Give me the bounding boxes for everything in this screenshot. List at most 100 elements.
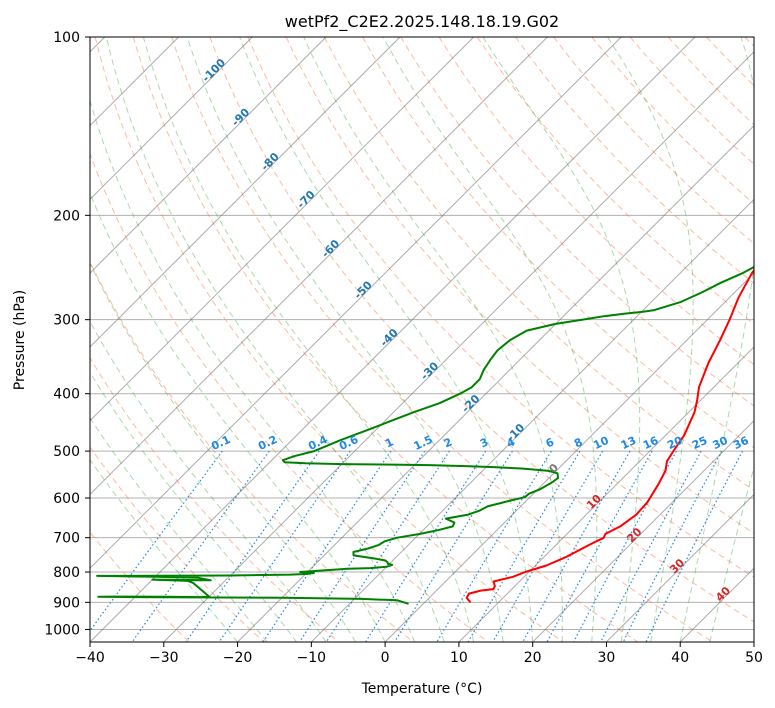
- moist-adiabat-line: [709, 465, 754, 642]
- dry-adiabat-line: [94, 37, 564, 642]
- dry-adiabat-line: [438, 37, 754, 366]
- mixing-ratio-line: [467, 450, 581, 642]
- moist-adiabat-line: [90, 371, 297, 642]
- mixing-ratio-line: [218, 450, 351, 642]
- mixing-ratio-line: [365, 450, 487, 642]
- plot-frame: [89, 36, 755, 643]
- dry-adiabat-label: 10: [584, 492, 604, 512]
- x-axis-ticks: −40 −30 −20 −10 0 10 20 30 40 50: [75, 642, 763, 666]
- isotherms: [90, 37, 754, 642]
- mixing-ratio-label: 16: [641, 434, 661, 452]
- dry-adiabat-line: [629, 37, 754, 165]
- x-axis-label: Temperature (°C): [361, 681, 483, 697]
- mixing-ratio-line: [185, 450, 320, 642]
- isotherm-line: [237, 124, 754, 642]
- mixing-ratio-label: 6: [544, 435, 557, 450]
- isotherm-line: [679, 567, 754, 642]
- isotherm-line: [532, 419, 754, 642]
- mixing-ratio-line: [546, 450, 653, 642]
- y-tick-label: 100: [53, 30, 80, 46]
- moist-adiabat-line: [679, 37, 754, 642]
- moist-adiabat-line: [90, 191, 386, 642]
- isotherm-line: [90, 37, 548, 496]
- moist-adiabat-line: [90, 416, 268, 642]
- x-tick-label: 40: [671, 650, 689, 666]
- pressure-grid: [90, 37, 754, 630]
- x-tick-label: 20: [524, 650, 542, 666]
- mixing-ratio-line: [394, 450, 513, 642]
- mixing-ratio-label: 1: [383, 435, 395, 450]
- dry-adiabat-line: [515, 37, 754, 285]
- moist-adiabat-line: [90, 320, 327, 642]
- chart-title: wetPf2_C2E2.2025.148.18.19.G02: [285, 12, 559, 32]
- mixing-ratio-label: 30: [711, 434, 731, 452]
- x-tick-label: 0: [381, 650, 390, 666]
- x-tick-label: 10: [450, 650, 468, 666]
- mixing-ratio-label: 25: [690, 434, 709, 452]
- y-tick-label: 900: [53, 595, 80, 611]
- dry-adiabat-label: 20: [624, 525, 644, 545]
- x-tick-label: −30: [149, 650, 179, 666]
- dry-adiabat-line: [553, 37, 754, 245]
- mixing-ratio-label: 0.2: [256, 433, 279, 453]
- moist-adiabat-line: [186, 37, 504, 642]
- y-tick-label: 700: [53, 531, 80, 547]
- dry-adiabat-line: [132, 37, 639, 642]
- dry-adiabat-label: 30: [667, 556, 687, 576]
- y-tick-label: 300: [53, 313, 80, 329]
- dry-adiabat-line: [90, 531, 190, 642]
- dry-adiabat-line: [171, 37, 713, 642]
- dry-adiabat-line: [706, 37, 754, 87]
- x-tick-label: −20: [223, 650, 253, 666]
- y-tick-label: 400: [53, 387, 80, 403]
- mixing-ratio-label: 36: [731, 434, 751, 452]
- isotherm-line: [90, 37, 327, 274]
- y-tick-label: 1000: [44, 622, 80, 638]
- y-tick-label: 500: [53, 444, 80, 460]
- mixing-ratio-line: [522, 450, 631, 642]
- x-tick-label: 30: [598, 650, 616, 666]
- isotherm-line: [606, 493, 754, 642]
- moist-adiabat-label: -40: [378, 326, 401, 349]
- dry-adiabat-line: [323, 37, 754, 491]
- x-tick-label: 50: [745, 650, 763, 666]
- dry-adiabat-line: [591, 37, 754, 205]
- dry-adiabat-line: [247, 37, 754, 578]
- isotherm-line: [458, 346, 754, 642]
- dry-adiabat-line: [90, 260, 414, 642]
- mixing-ratio-label: 10: [591, 434, 611, 452]
- sounding-traces: [96, 265, 754, 605]
- x-tick-label: −10: [297, 650, 327, 666]
- moist-adiabat-label: -70: [294, 188, 317, 211]
- mixing-ratio-line: [436, 450, 552, 642]
- mixing-ratio-label: 0.6: [337, 433, 360, 453]
- dry-adiabat-label: 40: [713, 584, 733, 604]
- moist-adiabats: [90, 37, 754, 642]
- moist-adiabat-line: [382, 37, 598, 642]
- y-axis-label: Pressure (hPa): [12, 290, 28, 390]
- moist-adiabat-line: [607, 37, 694, 642]
- mixing-ratio-label: 13: [619, 434, 638, 452]
- moist-adiabat-line: [142, 37, 475, 642]
- moist-adiabat-label: -50: [352, 278, 375, 301]
- dry-adiabat-line: [285, 37, 754, 534]
- isotherm-line: [310, 198, 754, 642]
- moist-adiabat-line: [239, 37, 534, 642]
- isotherm-line: [90, 37, 253, 201]
- isotherm-line: [163, 51, 754, 642]
- y-tick-label: 600: [53, 491, 80, 507]
- dry-adiabat-line: [90, 446, 265, 642]
- mixing-ratio-line: [600, 450, 702, 642]
- moist-adiabat-label: -80: [258, 150, 281, 173]
- isotherm-line: [384, 272, 754, 642]
- mixing-ratio-label: 0.1: [209, 433, 232, 453]
- y-axis-ticks: 100 200 300 400 500 600 700 800 900 1000: [44, 30, 90, 638]
- mixing-ratio-label: 0.4: [306, 433, 329, 453]
- y-tick-label: 200: [53, 208, 80, 224]
- moist-adiabat-line: [482, 37, 641, 642]
- moist-adiabat-line: [105, 37, 445, 642]
- isotherm-line: [90, 37, 622, 569]
- mixing-ratio-lines: [90, 450, 744, 642]
- dry-adiabat-line: [90, 152, 489, 642]
